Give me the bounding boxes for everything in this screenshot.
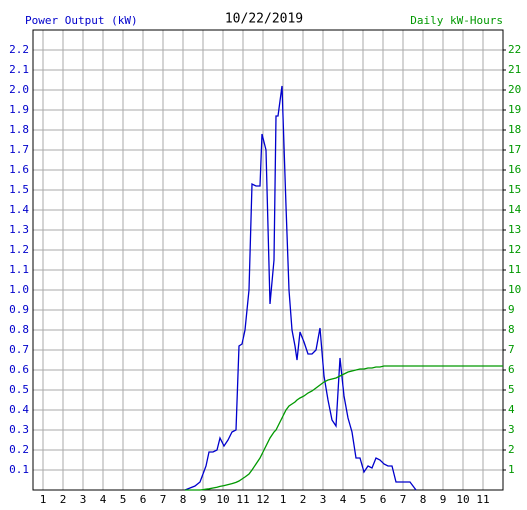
y2-tick-label: 14 <box>508 203 522 216</box>
y2-tick-label: 13 <box>508 223 521 236</box>
x-tick-label: 10 <box>216 493 229 506</box>
y-tick-label: 1.1 <box>9 263 29 276</box>
y2-tick-label: 19 <box>508 103 521 116</box>
y-tick-label: 2.2 <box>9 43 29 56</box>
x-tick-label: 6 <box>140 493 147 506</box>
x-tick-label: 3 <box>320 493 327 506</box>
x-tick-label: 3 <box>80 493 87 506</box>
y2-tick-label: 12 <box>508 243 521 256</box>
y-tick-label: 1.4 <box>9 203 29 216</box>
y-tick-label: 1.2 <box>9 243 29 256</box>
y2-tick-label: 8 <box>508 323 515 336</box>
y-tick-label: 0.2 <box>9 443 29 456</box>
x-tick-label: 11 <box>476 493 489 506</box>
x-tick-label: 6 <box>380 493 387 506</box>
x-tick-label: 8 <box>180 493 187 506</box>
y-tick-label: 0.5 <box>9 383 29 396</box>
y-tick-label: 0.8 <box>9 323 29 336</box>
y2-tick-label: 7 <box>508 343 515 356</box>
x-tick-label: 1 <box>40 493 47 506</box>
y2-tick-label: 17 <box>508 143 521 156</box>
x-tick-label: 5 <box>360 493 367 506</box>
y2-tick-label: 22 <box>508 43 521 56</box>
x-tick-label: 9 <box>440 493 447 506</box>
y2-tick-label: 2 <box>508 443 515 456</box>
series-line <box>185 365 503 491</box>
y2-tick-label: 20 <box>508 83 521 96</box>
y2-tick-label: 15 <box>508 183 521 196</box>
y2-tick-label: 10 <box>508 283 521 296</box>
x-tick-label: 11 <box>236 493 249 506</box>
y2-tick-label: 5 <box>508 383 515 396</box>
y2-tick-label: 21 <box>508 63 521 76</box>
y2-tick-label: 9 <box>508 303 515 316</box>
y2-tick-label: 3 <box>508 423 515 436</box>
y-tick-label: 1.7 <box>9 143 29 156</box>
x-tick-label: 12 <box>256 493 269 506</box>
y2-tick-label: 11 <box>508 263 521 276</box>
x-tick-label: 4 <box>340 493 347 506</box>
y2-tick-label: 16 <box>508 163 521 176</box>
y-tick-label: 0.4 <box>9 403 29 416</box>
y2-tick-label: 4 <box>508 403 515 416</box>
y-tick-label: 1.0 <box>9 283 29 296</box>
y-tick-label: 1.9 <box>9 103 29 116</box>
y-axis-title: Power Output (kW) <box>25 14 138 27</box>
x-tick-label: 4 <box>100 493 107 506</box>
y2-tick-label: 18 <box>508 123 521 136</box>
y2-axis-title: Daily kW-Hours <box>410 14 503 27</box>
y-tick-label: 0.1 <box>9 463 29 476</box>
x-tick-label: 2 <box>300 493 307 506</box>
y2-tick-label: 1 <box>508 463 515 476</box>
y-tick-label: 0.3 <box>9 423 29 436</box>
y-tick-label: 2.0 <box>9 83 29 96</box>
plot-frame <box>32 29 504 491</box>
x-tick-label: 9 <box>200 493 207 506</box>
series-line <box>184 85 417 491</box>
x-tick-label: 7 <box>400 493 407 506</box>
x-tick-label: 2 <box>60 493 67 506</box>
y-tick-label: 1.8 <box>9 123 29 136</box>
x-tick-label: 10 <box>456 493 469 506</box>
y-tick-label: 1.5 <box>9 183 29 196</box>
y-tick-label: 2.1 <box>9 63 29 76</box>
y-tick-label: 1.3 <box>9 223 29 236</box>
x-tick-label: 7 <box>160 493 167 506</box>
chart-title: 10/22/2019 <box>225 12 303 27</box>
y-tick-label: 0.9 <box>9 303 29 316</box>
y-tick-label: 0.7 <box>9 343 29 356</box>
y-tick-label: 0.6 <box>9 363 29 376</box>
y-tick-label: 1.6 <box>9 163 29 176</box>
x-tick-label: 8 <box>420 493 427 506</box>
x-tick-label: 1 <box>280 493 287 506</box>
x-tick-label: 5 <box>120 493 127 506</box>
y2-tick-label: 6 <box>508 363 515 376</box>
